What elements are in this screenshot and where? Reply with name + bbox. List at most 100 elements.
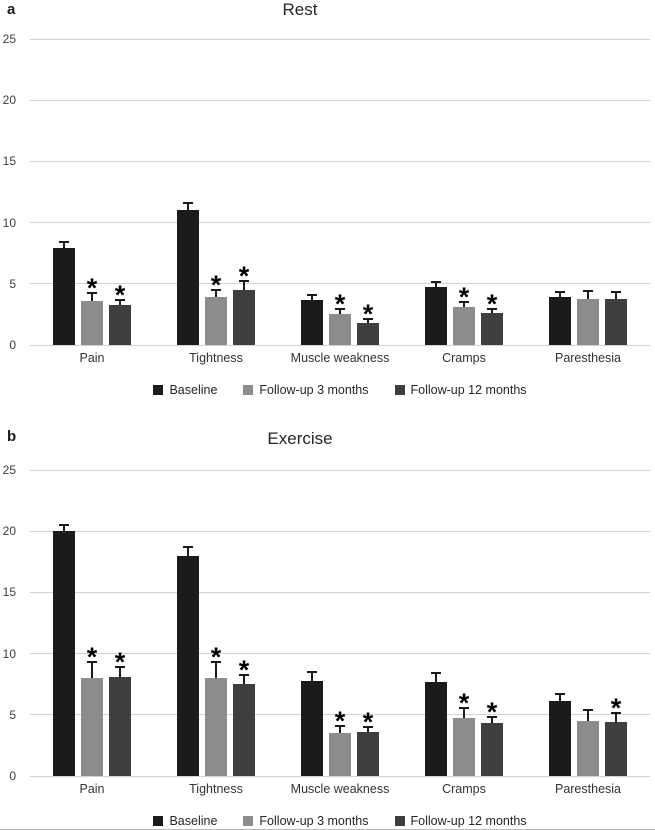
bar: * bbox=[205, 271, 227, 345]
bar-group-muscle-weakness: * * bbox=[278, 470, 402, 776]
bar: * bbox=[81, 275, 103, 345]
error-bar-cap bbox=[115, 665, 125, 668]
error-bar-cap bbox=[307, 670, 317, 673]
error-bar-line bbox=[187, 545, 189, 556]
panel-rest: a Rest 0 5 10 15 20 25 * * * * * * * * Pain Tightness Mu… bbox=[0, 0, 655, 410]
error-bar-line bbox=[367, 318, 369, 323]
error-bar-line bbox=[91, 292, 93, 301]
error-bar-line bbox=[435, 671, 437, 682]
significance-asterisk: * bbox=[362, 706, 374, 737]
bar: * bbox=[329, 707, 351, 776]
bar bbox=[177, 201, 199, 345]
bar bbox=[177, 545, 199, 776]
error-bar-line bbox=[559, 291, 561, 298]
error-bar-line bbox=[187, 201, 189, 211]
gridline-25 bbox=[30, 38, 650, 40]
significance-asterisk: * bbox=[86, 641, 98, 672]
error-bar-cap bbox=[239, 280, 249, 283]
error-bar-cap bbox=[487, 308, 497, 311]
error-bar-line bbox=[587, 289, 589, 299]
error-bar-cap bbox=[307, 293, 317, 296]
bar bbox=[425, 671, 447, 776]
y-axis-tick-label: 10 bbox=[2, 215, 16, 230]
legend-swatch-icon bbox=[153, 816, 164, 826]
error-bar-cap bbox=[87, 292, 97, 295]
x-axis-label: Cramps bbox=[442, 351, 486, 365]
y-axis-tick-label: 5 bbox=[9, 276, 16, 291]
error-bar-line bbox=[243, 280, 245, 290]
bar: * bbox=[109, 281, 131, 345]
significance-asterisk: * bbox=[334, 705, 346, 736]
error-bar-line bbox=[491, 308, 493, 314]
x-axis-label: Muscle weakness bbox=[290, 351, 390, 365]
error-bar-line bbox=[435, 281, 437, 288]
bar: * bbox=[81, 643, 103, 776]
error-bar-line bbox=[91, 660, 93, 679]
legend-item-follow-up-12-months: Follow-up 12 months bbox=[394, 814, 527, 828]
error-bar-cap bbox=[239, 674, 249, 677]
bar bbox=[605, 291, 627, 345]
error-bar-cap bbox=[87, 660, 97, 663]
error-bar-cap bbox=[583, 289, 593, 292]
legend-label: Baseline bbox=[169, 814, 218, 828]
gridline-10 bbox=[30, 653, 650, 655]
bar bbox=[301, 670, 323, 776]
legend-swatch-icon bbox=[394, 385, 405, 395]
bar bbox=[301, 293, 323, 345]
x-axis-label: Cramps bbox=[442, 782, 486, 796]
error-bar-cap bbox=[431, 281, 441, 284]
error-bar-cap bbox=[115, 298, 125, 301]
bar: * bbox=[357, 301, 379, 345]
legend-item-follow-up-3-months: Follow-up 3 months bbox=[243, 383, 369, 397]
error-bar-line bbox=[119, 298, 121, 305]
panel-label-a: a bbox=[7, 1, 16, 18]
gridline-5 bbox=[30, 283, 650, 285]
bar bbox=[549, 291, 571, 345]
gridline-10 bbox=[30, 222, 650, 224]
significance-asterisk: * bbox=[458, 688, 470, 719]
gridline-15 bbox=[30, 591, 650, 593]
error-bar-line bbox=[311, 670, 313, 681]
significance-asterisk: * bbox=[486, 289, 498, 320]
y-axis-tick-label: 0 bbox=[9, 769, 16, 783]
legend-item-baseline: Baseline bbox=[153, 814, 217, 828]
error-bar-line bbox=[339, 724, 341, 734]
x-axis-label: Tightness bbox=[189, 782, 243, 796]
significance-asterisk: * bbox=[458, 281, 470, 312]
legend-label: Follow-up 12 months bbox=[410, 383, 527, 397]
error-bar-line bbox=[63, 523, 65, 532]
error-bar-cap bbox=[459, 707, 469, 710]
significance-asterisk: * bbox=[238, 655, 250, 686]
legend-swatch-icon bbox=[153, 385, 164, 395]
x-axis-label: Tightness bbox=[189, 351, 243, 365]
y-axis-tick-label: 25 bbox=[2, 463, 16, 477]
error-bar-line bbox=[615, 712, 617, 723]
bar bbox=[549, 692, 571, 776]
legend-label: Baseline bbox=[169, 383, 218, 397]
bar: * bbox=[453, 283, 475, 345]
x-axis-label: Paresthesia bbox=[554, 782, 621, 796]
bar: * bbox=[329, 291, 351, 345]
error-bar-line bbox=[463, 300, 465, 308]
x-axis-labels: Pain Tightness Muscle weakness Cramps Parest… bbox=[30, 351, 650, 365]
y-axis-tick-label: 20 bbox=[2, 93, 16, 108]
legend-label: Follow-up 12 months bbox=[410, 814, 527, 828]
significance-asterisk: * bbox=[114, 646, 126, 677]
error-bar-cap bbox=[459, 300, 469, 303]
error-bar-cap bbox=[555, 692, 565, 695]
error-bar-line bbox=[587, 708, 589, 721]
legend: Baseline Follow-up 3 months Follow-up 12 m… bbox=[30, 383, 650, 397]
error-bar-line bbox=[463, 707, 465, 719]
error-bar-line bbox=[559, 692, 561, 702]
bar bbox=[53, 240, 75, 345]
bar bbox=[425, 281, 447, 345]
chart-exercise: 0 5 10 15 20 25 * * * * * * * * * Pain Tightness Muscle w… bbox=[3, 463, 650, 828]
error-bar-line bbox=[119, 665, 121, 677]
gridline-0 bbox=[30, 775, 650, 777]
bar: * bbox=[205, 643, 227, 776]
legend-label: Follow-up 3 months bbox=[259, 383, 369, 397]
gridline-25 bbox=[30, 469, 650, 471]
error-bar-cap bbox=[211, 660, 221, 663]
chart-title-exercise: Exercise bbox=[267, 429, 333, 448]
